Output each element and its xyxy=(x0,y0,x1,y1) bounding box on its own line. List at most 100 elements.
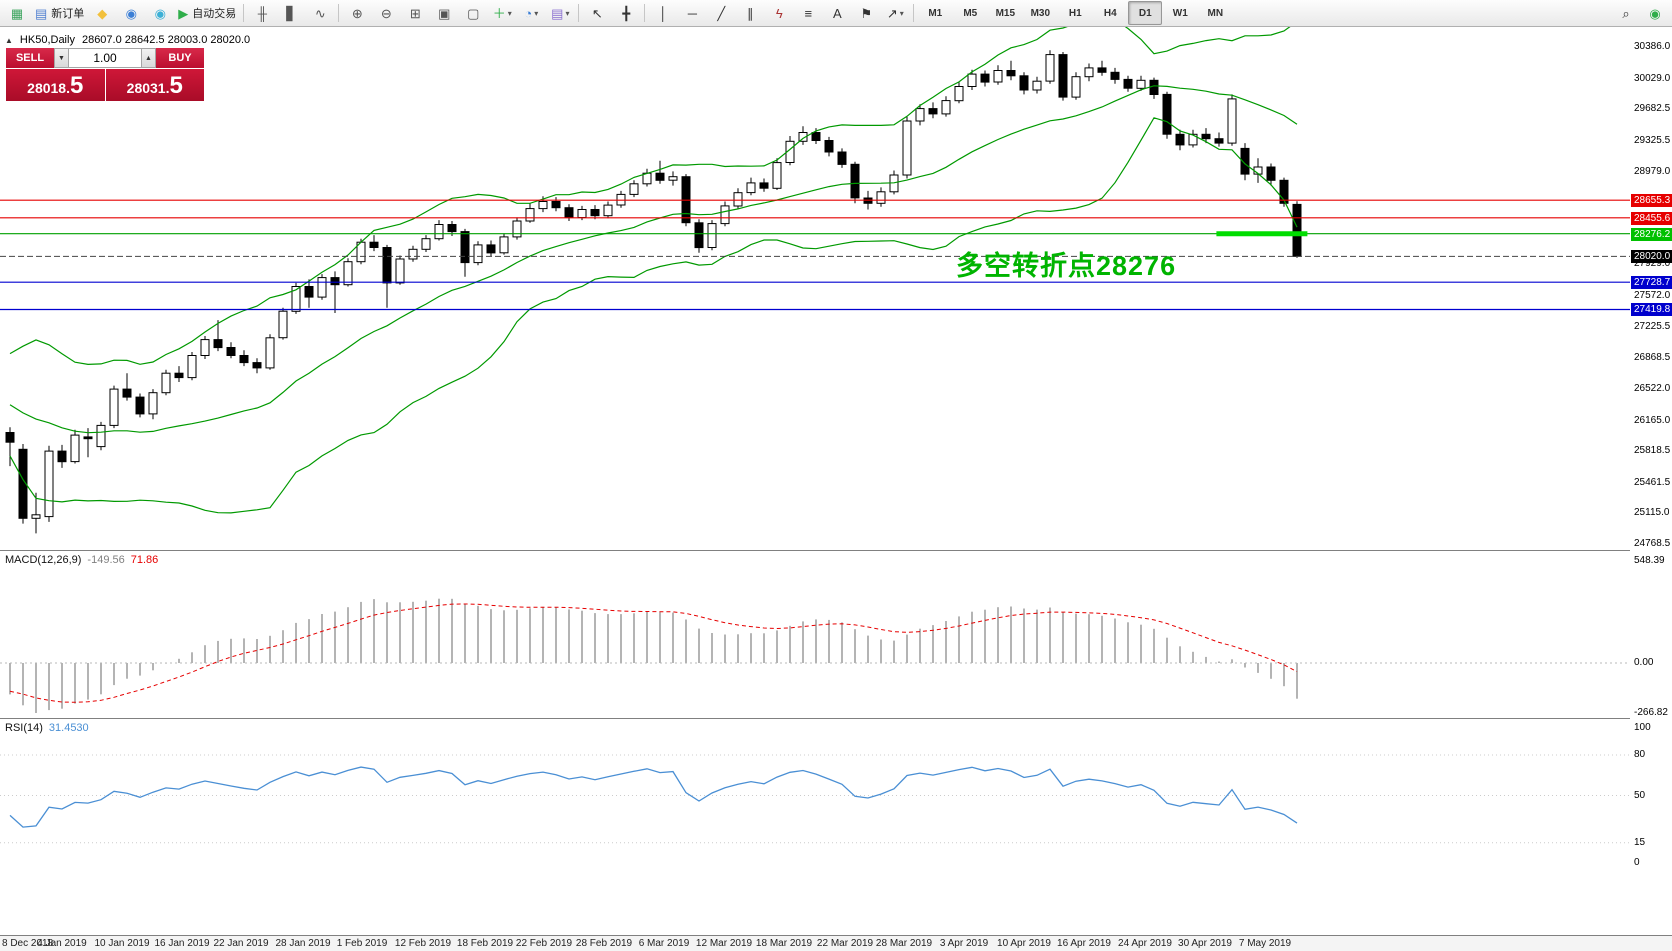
sell-price-big-digit: 5 xyxy=(69,72,84,99)
timeframe-h4-button[interactable]: H4 xyxy=(1103,7,1117,19)
date-label: 3 Apr 2019 xyxy=(939,938,989,949)
community-button[interactable]: ◉ xyxy=(1641,1,1669,25)
macd-params: MACD(12,26,9) xyxy=(5,554,82,566)
indicators-icon: ＋ xyxy=(492,5,506,21)
timeframe-mn-button[interactable]: MN xyxy=(1207,7,1224,19)
price-chart[interactable] xyxy=(0,27,1672,951)
cascade-windows-button[interactable]: ▢ xyxy=(459,1,487,25)
metaeditor-button[interactable]: ◆ xyxy=(88,1,116,25)
macd-value: -149.56 xyxy=(87,554,125,566)
buy-price-button[interactable]: 28031. 5 xyxy=(105,69,204,101)
new-order-button[interactable]: ▤ 新订单 xyxy=(32,1,87,25)
date-label: 16 Jan 2019 xyxy=(154,938,210,949)
sell-price-button[interactable]: 28018. 5 xyxy=(6,69,105,101)
date-label: 12 Feb 2019 xyxy=(394,938,452,949)
grid-button[interactable]: ⊞ xyxy=(401,1,429,25)
date-label: 28 Mar 2019 xyxy=(875,938,933,949)
time-axis[interactable]: 8 Dec 2018 4 Jan 2019 10 Jan 2019 16 Jan 20… xyxy=(0,935,1672,951)
price-axis-label: 26165.0 xyxy=(1634,415,1671,426)
price-axis-label: 27225.5 xyxy=(1634,321,1671,332)
tile-windows-icon: ▣ xyxy=(438,5,451,21)
date-label: 18 Mar 2019 xyxy=(755,938,813,949)
arrows-button[interactable]: ↗ ▾ xyxy=(881,1,909,25)
channel-button[interactable]: ∥ xyxy=(736,1,764,25)
zoom-out-button[interactable]: ⊖ xyxy=(372,1,400,25)
candlestick-chart-button[interactable]: ▋ xyxy=(277,1,305,25)
zoom-in-button[interactable]: ⊕ xyxy=(343,1,371,25)
label-button[interactable]: ⚑ xyxy=(852,1,880,25)
rsi-axis-label: 15 xyxy=(1634,837,1646,848)
one-click-trading-panel: SELL ▼ 1.00 ▲ BUY 28018. 5 28031. 5 xyxy=(6,48,204,101)
autotrading-button[interactable]: ▶ 自动交易 xyxy=(175,1,239,25)
buy-button[interactable]: BUY xyxy=(156,48,204,68)
date-label: 18 Feb 2019 xyxy=(456,938,514,949)
timeframe-m15-button[interactable]: M15 xyxy=(995,7,1016,19)
macd-signal-value: 71.86 xyxy=(130,554,159,566)
price-axis-label: 30029.0 xyxy=(1634,73,1671,84)
search-button[interactable]: ⌕ xyxy=(1612,1,1640,25)
buy-price-big-digit: 5 xyxy=(169,72,183,99)
periods-button[interactable]: ◔ ▾ xyxy=(517,1,545,25)
crosshair-button[interactable]: ╋ xyxy=(612,1,640,25)
chart-area[interactable]: ▲ HK50,Daily 28607.0 28642.5 28003.0 280… xyxy=(0,27,1672,951)
data-window-button[interactable]: ◉ xyxy=(117,1,145,25)
price-axis-label: 26868.5 xyxy=(1634,352,1671,363)
timeframe-m5-button[interactable]: M5 xyxy=(963,7,978,19)
date-label: 10 Apr 2019 xyxy=(997,938,1051,949)
timeframe-m1-button[interactable]: M1 xyxy=(928,7,943,19)
price-axis-label: 24768.5 xyxy=(1634,538,1671,549)
sell-price: 28018. xyxy=(27,80,70,96)
shapes-icon: ≡ xyxy=(804,5,813,21)
rsi-label: RSI(14) 31.4530 xyxy=(5,722,89,734)
volume-input[interactable]: 1.00 xyxy=(69,48,141,68)
volume-down-button[interactable]: ▼ xyxy=(54,48,69,68)
cascade-windows-icon: ▢ xyxy=(467,5,480,21)
rsi-value: 31.4530 xyxy=(48,722,89,734)
indicators-button[interactable]: ＋ ▾ xyxy=(488,1,516,25)
rsi-axis-label: 0 xyxy=(1634,857,1640,868)
dropdown-caret-icon: ▾ xyxy=(565,8,570,18)
price-line-axis-label: 28455.6 xyxy=(1631,212,1672,225)
date-label: 8 Dec 2018 xyxy=(2,938,54,949)
toolbar-separator xyxy=(913,4,915,22)
vertical-line-icon: │ xyxy=(659,5,668,21)
timeframe-w1-button[interactable]: W1 xyxy=(1172,7,1188,19)
date-label: 28 Feb 2019 xyxy=(575,938,633,949)
chart-annotation-text[interactable]: 多空转折点28276 xyxy=(956,251,1177,281)
macd-histogram xyxy=(9,598,1298,713)
rsi-axis-label: 100 xyxy=(1634,722,1651,733)
horizontal-line-button[interactable]: ─ xyxy=(678,1,706,25)
macd-signal-line xyxy=(9,603,1298,703)
date-label: 16 Apr 2019 xyxy=(1057,938,1111,949)
templates-button[interactable]: ▤ ▾ xyxy=(546,1,574,25)
navigator-button[interactable]: ◉ xyxy=(146,1,174,25)
line-chart-icon: ∿ xyxy=(314,5,326,21)
bollinger-bands xyxy=(9,27,1298,514)
dropdown-caret-icon: ▾ xyxy=(899,8,904,18)
price-line-axis-label: 27419.8 xyxy=(1631,303,1672,316)
bar-chart-button[interactable]: ╫ xyxy=(248,1,276,25)
horizontal-line-icon: ─ xyxy=(687,5,697,21)
trendline-button[interactable]: ╱ xyxy=(707,1,735,25)
price-axis[interactable]: 30386.0 30029.0 29682.5 29325.5 28979.0 27929… xyxy=(1630,27,1672,935)
timeframe-m30-button[interactable]: M30 xyxy=(1030,7,1051,19)
tile-windows-button[interactable]: ▣ xyxy=(430,1,458,25)
text-button[interactable]: A xyxy=(823,1,851,25)
date-label: 28 Jan 2019 xyxy=(275,938,331,949)
timeframe-h1-button[interactable]: H1 xyxy=(1068,7,1082,19)
timeframe-d1-button[interactable]: D1 xyxy=(1128,1,1163,25)
shapes-button[interactable]: ≡ xyxy=(794,1,822,25)
date-label: 22 Mar 2019 xyxy=(816,938,874,949)
dropdown-caret-icon: ▾ xyxy=(534,8,539,18)
terminal-chart-button[interactable]: ▦ xyxy=(3,1,31,25)
one-click-collapse-button[interactable]: ▲ xyxy=(5,35,13,45)
sell-button[interactable]: SELL xyxy=(6,48,54,68)
candlestick-series xyxy=(5,50,1302,534)
vertical-line-button[interactable]: │ xyxy=(649,1,677,25)
periods-icon: ◔ xyxy=(524,5,533,21)
volume-up-button[interactable]: ▲ xyxy=(141,48,156,68)
search-icon: ⌕ xyxy=(1622,5,1630,21)
cursor-button[interactable]: ↖ xyxy=(583,1,611,25)
line-chart-button[interactable]: ∿ xyxy=(306,1,334,25)
fibonacci-button[interactable]: ϟ xyxy=(765,1,793,25)
